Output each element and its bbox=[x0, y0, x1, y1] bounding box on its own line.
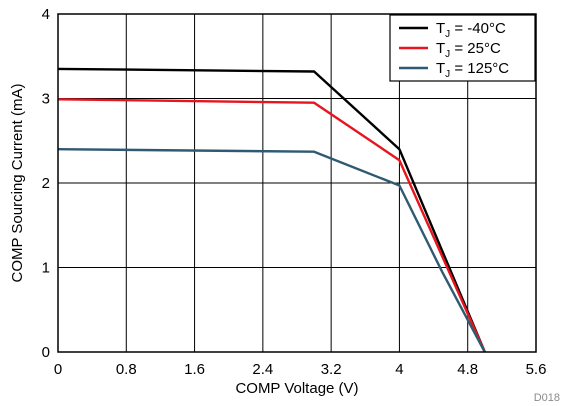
series-line-1 bbox=[57, 98, 486, 353]
x-axis-title: COMP Voltage (V) bbox=[235, 380, 358, 397]
x-tick-label: 4 bbox=[395, 361, 403, 378]
y-axis-title: COMP Sourcing Current (mA) bbox=[9, 84, 26, 283]
legend-label: TJ = -40°C bbox=[436, 20, 506, 40]
x-tick-label: 4.8 bbox=[457, 361, 478, 378]
legend-label: TJ = 25°C bbox=[436, 40, 501, 60]
legend: TJ = -40°CTJ = 25°CTJ = 125°C bbox=[389, 14, 536, 82]
x-tick-label: 2.4 bbox=[252, 361, 273, 378]
y-tick-label: 2 bbox=[42, 175, 50, 192]
series-line-2 bbox=[57, 148, 486, 353]
x-tick-label: 0.8 bbox=[116, 361, 137, 378]
y-tick-label: 3 bbox=[42, 91, 50, 108]
x-tick-labels: 0 0.8 1.6 2.4 3.2 4 4.8 5.6 bbox=[54, 361, 547, 378]
series-line-0 bbox=[57, 67, 486, 353]
figure-id: D018 bbox=[534, 392, 560, 404]
y-tick-labels: 0 1 2 3 4 bbox=[42, 6, 50, 361]
x-tick-label: 0 bbox=[54, 361, 62, 378]
y-tick-label: 1 bbox=[42, 260, 50, 277]
plot-frame bbox=[57, 13, 537, 353]
y-tick-label: 0 bbox=[42, 344, 50, 361]
x-tick-label: 5.6 bbox=[526, 361, 547, 378]
series-lines bbox=[57, 67, 486, 353]
legend-label: TJ = 125°C bbox=[436, 60, 509, 80]
x-tick-label: 3.2 bbox=[321, 361, 342, 378]
x-tick-label: 1.6 bbox=[184, 361, 205, 378]
y-tick-label: 4 bbox=[42, 6, 50, 23]
